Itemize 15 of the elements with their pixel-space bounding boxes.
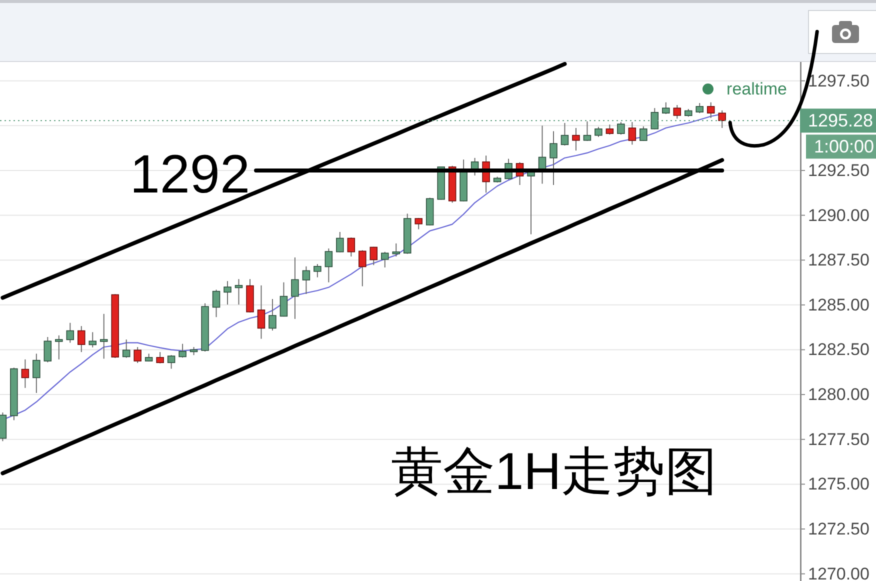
y-tick-label: 1282.50 [808,340,870,360]
y-tick-label: 1272.50 [808,520,870,539]
y-tick-label: 1297.50 [808,71,870,90]
y-tick-label: 1290.00 [808,206,870,225]
ref-line-label: 1295.28 [808,110,874,131]
y-tick-label: 1292.50 [808,160,870,180]
y-tick-label: 1280.00 [808,385,870,404]
annotation: realtime [726,80,787,98]
y-tick-label: 1287.50 [808,250,870,270]
title: 黄金1H走势图 [390,443,718,501]
y-tick-label: 1275.00 [808,474,870,494]
y-tick-label: 1270.00 [808,564,870,581]
y-tick-label: 1277.50 [808,430,870,449]
ref-line-label: 1292 [130,144,250,204]
y-tick-label: 1285.00 [808,295,870,314]
